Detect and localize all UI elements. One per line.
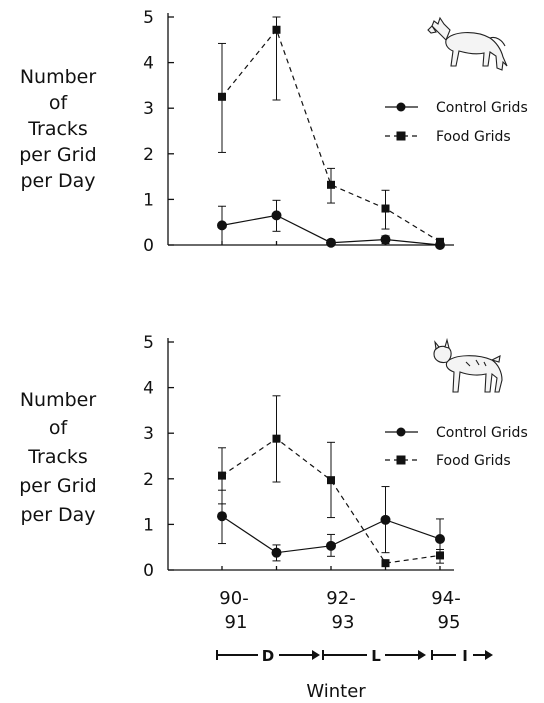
series-food-grids bbox=[218, 395, 444, 568]
data-point bbox=[272, 434, 281, 443]
legend-control-label: Control Grids bbox=[436, 425, 528, 441]
y-tick-label: 1 bbox=[143, 515, 154, 535]
y-label-line: Tracks bbox=[27, 446, 88, 468]
y-tick-label: 4 bbox=[143, 54, 154, 74]
y-label-line: per Grid bbox=[19, 475, 96, 497]
y-label-line: of bbox=[49, 417, 69, 439]
phase-i-arrowhead bbox=[485, 650, 493, 660]
phase-l-label: L bbox=[371, 647, 381, 665]
plot-area: 0 1 2 3 4 5 bbox=[143, 333, 454, 581]
x-tick-label: 91 bbox=[225, 612, 248, 633]
data-point bbox=[380, 514, 391, 525]
panel-wolf: Number of Tracks per Grid per Day Contro… bbox=[19, 16, 528, 192]
data-point bbox=[218, 471, 226, 480]
x-tick-label: 90- bbox=[219, 588, 248, 609]
y-label-line: Number bbox=[20, 66, 97, 88]
phase-arrows: D L I bbox=[216, 647, 493, 665]
data-point bbox=[271, 547, 282, 558]
y-tick-label: 0 bbox=[143, 561, 154, 581]
data-point bbox=[327, 180, 335, 189]
y-label-line: per Grid bbox=[19, 144, 96, 166]
data-point bbox=[380, 234, 391, 245]
legend: Control Grids Food Grids bbox=[385, 425, 528, 469]
legend-control-marker bbox=[396, 102, 406, 112]
data-point bbox=[271, 210, 282, 221]
phase-d-label: D bbox=[262, 647, 274, 665]
x-tick-label: 94- bbox=[431, 588, 460, 609]
legend-food-marker bbox=[396, 131, 406, 141]
y-tick-label: 4 bbox=[143, 379, 154, 399]
data-point bbox=[326, 540, 336, 551]
panel-lynx: Number of Tracks per Grid per Day Contro… bbox=[19, 337, 528, 702]
data-point bbox=[272, 25, 281, 34]
y-tick-label: 3 bbox=[143, 424, 154, 444]
data-point bbox=[217, 220, 227, 231]
lynx-icon bbox=[433, 337, 503, 393]
legend-food-marker bbox=[396, 455, 406, 465]
x-axis-label: Winter bbox=[306, 681, 366, 702]
y-label-line: per Day bbox=[20, 504, 95, 526]
legend-food-label: Food Grids bbox=[436, 453, 511, 469]
y-tick-label: 0 bbox=[143, 236, 154, 256]
y-label-line: of bbox=[49, 92, 69, 114]
phase-d-arrowhead bbox=[312, 650, 320, 660]
y-label-line: Number bbox=[20, 389, 97, 411]
series-control-grids bbox=[217, 199, 445, 250]
legend-control-label: Control Grids bbox=[436, 100, 528, 116]
y-tick-label: 1 bbox=[143, 190, 154, 210]
data-point bbox=[327, 476, 335, 485]
x-tick-label: 92- bbox=[326, 588, 355, 609]
phase-l-arrowhead bbox=[418, 650, 426, 660]
data-point bbox=[217, 511, 227, 522]
y-tick-label: 5 bbox=[143, 8, 154, 28]
legend-control-marker bbox=[396, 427, 406, 437]
data-point bbox=[326, 237, 336, 248]
data-point bbox=[435, 533, 445, 544]
data-point bbox=[381, 559, 390, 568]
plot-area: 0 1 2 3 4 5 bbox=[143, 8, 454, 256]
series-food-grids bbox=[218, 16, 444, 246]
x-tick-label: 93 bbox=[332, 612, 355, 633]
legend-food-label: Food Grids bbox=[436, 129, 511, 145]
y-tick-label: 2 bbox=[143, 145, 154, 165]
y-tick-label: 5 bbox=[143, 333, 154, 353]
data-point bbox=[436, 237, 444, 246]
data-point bbox=[381, 204, 390, 213]
y-label-line: Tracks bbox=[27, 118, 88, 140]
phase-i-label: I bbox=[462, 647, 468, 665]
x-tick-label: 95 bbox=[438, 612, 461, 633]
data-point bbox=[218, 92, 226, 101]
data-point bbox=[436, 551, 444, 560]
wolf-icon bbox=[427, 16, 508, 71]
y-tick-label: 2 bbox=[143, 470, 154, 490]
legend: Control Grids Food Grids bbox=[385, 100, 528, 145]
y-label-line: per Day bbox=[20, 170, 95, 192]
y-tick-label: 3 bbox=[143, 99, 154, 119]
series-line bbox=[221, 28, 441, 243]
